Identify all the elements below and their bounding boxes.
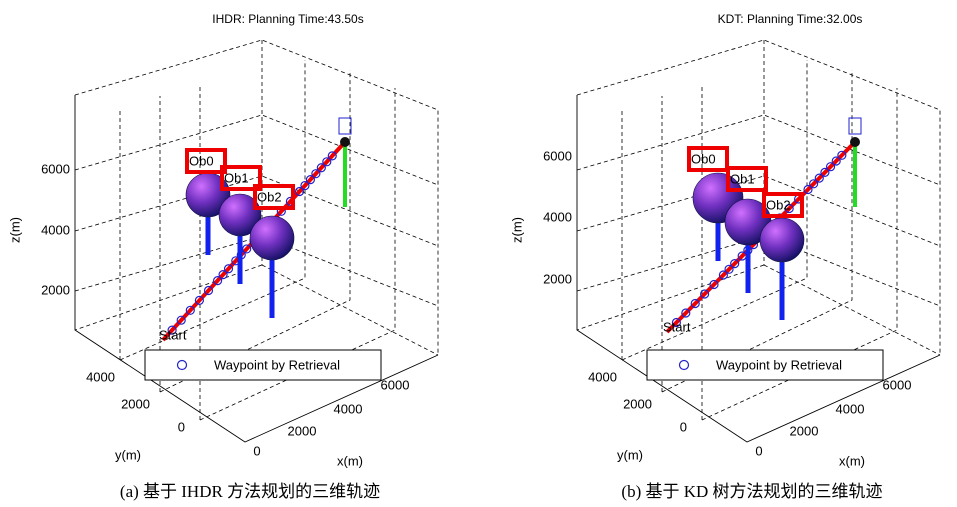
y-axis-label: y(m): [115, 447, 141, 462]
caption: (b) 基于 KD 树方法规划的三维轨迹: [621, 482, 882, 501]
obstacle: [250, 216, 294, 260]
z-tick-label: 6000: [41, 161, 70, 176]
obstacle-label: Ob1: [730, 171, 755, 186]
z-tick-label: 4000: [41, 222, 70, 237]
goal-marker: [849, 118, 861, 134]
caption: (a) 基于 IHDR 方法规划的三维轨迹: [120, 482, 380, 501]
z-tick-label: 6000: [543, 148, 572, 163]
x-tick-label: 4000: [334, 401, 363, 416]
goal: [340, 137, 350, 147]
obstacle-label: Ob2: [257, 189, 282, 204]
start-label: Start: [663, 319, 691, 334]
y-tick-label: 0: [680, 419, 687, 434]
y-tick-label: 2000: [623, 396, 652, 411]
y-tick-label: 4000: [86, 369, 115, 384]
panel-title: KDT: Planning Time:32.00s: [718, 12, 863, 26]
obstacle-label: Ob2: [766, 197, 791, 212]
z-tick-label: 4000: [543, 209, 572, 224]
goal-marker: [339, 118, 351, 134]
x-tick-label: 2000: [288, 423, 317, 438]
y-tick-label: 4000: [588, 369, 617, 384]
panel-title: IHDR: Planning Time:43.50s: [212, 12, 363, 26]
obstacle: [760, 218, 804, 262]
x-axis-label: x(m): [839, 453, 865, 468]
z-tick-label: 2000: [41, 282, 70, 297]
start-label: Start: [159, 327, 187, 342]
figure: IHDR: Planning Time:43.50s Start Ob0 Ob1 Ob2…: [0, 0, 957, 507]
z-axis-label: z(m): [7, 217, 22, 243]
goal: [850, 137, 860, 147]
x-tick-label: 0: [755, 443, 762, 458]
panel: IHDR: Planning Time:43.50s Start Ob0 Ob1 Ob2…: [7, 12, 438, 501]
obstacle-label: Ob0: [691, 151, 716, 166]
y-tick-label: 0: [178, 419, 185, 434]
legend-label: Waypoint by Retrieval: [716, 357, 842, 372]
box-back: [577, 40, 940, 355]
x-axis-label: x(m): [337, 453, 363, 468]
obstacle-label: Ob1: [224, 170, 249, 185]
x-tick-label: 6000: [883, 377, 912, 392]
x-tick-label: 2000: [790, 423, 819, 438]
x-tick-label: 4000: [836, 401, 865, 416]
y-axis-label: y(m): [617, 447, 643, 462]
z-axis-label: z(m): [509, 217, 524, 243]
y-tick-label: 2000: [121, 396, 150, 411]
z-tick-label: 2000: [543, 271, 572, 286]
legend-label: Waypoint by Retrieval: [214, 357, 340, 372]
panel: KDT: Planning Time:32.00s Start Ob0 Ob1 Ob2 W…: [509, 12, 940, 501]
obstacle-label: Ob0: [189, 153, 214, 168]
x-tick-label: 6000: [381, 377, 410, 392]
x-tick-label: 0: [253, 443, 260, 458]
